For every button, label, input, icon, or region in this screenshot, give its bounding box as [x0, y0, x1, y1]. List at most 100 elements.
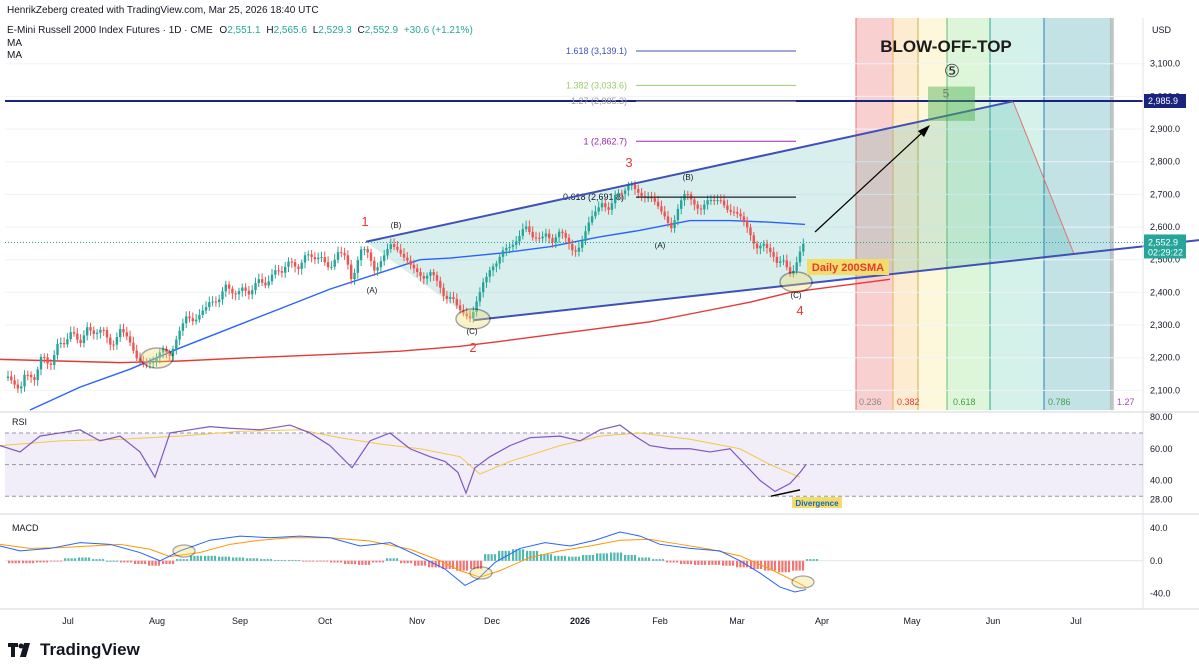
macd-histogram-bar: [675, 560, 679, 563]
macd-histogram-bar: [431, 560, 434, 568]
candle-body: [69, 332, 72, 340]
macd-histogram-bar: [78, 557, 81, 561]
ma-legend-1[interactable]: MA: [7, 38, 22, 49]
candle-body: [798, 251, 802, 263]
candle-body: [600, 203, 604, 208]
candle-body: [716, 200, 719, 202]
macd-histogram-bar: [428, 560, 431, 568]
candle-body: [521, 229, 524, 236]
candle-body: [597, 207, 600, 212]
candle-body: [23, 374, 26, 387]
target-box: [928, 86, 975, 121]
divergence-line: [770, 489, 801, 497]
candle-body: [524, 226, 528, 230]
macd-histogram-bar: [171, 560, 175, 565]
candle-body: [676, 208, 680, 221]
macd-histogram-bar: [98, 559, 101, 561]
candle-body: [66, 339, 69, 345]
candle-body: [122, 329, 125, 333]
candle-body: [284, 266, 287, 273]
time-axis-label: Feb: [652, 616, 668, 626]
candle-body: [620, 192, 623, 194]
credit-line: HenrikZeberg created with TradingView.co…: [7, 5, 319, 16]
ohlc-low: 2,529.3: [318, 25, 352, 36]
macd-histogram-bar: [269, 559, 273, 561]
wave-label: 2: [469, 340, 476, 355]
macd-histogram-bar: [199, 555, 203, 561]
candle-body: [26, 374, 29, 376]
macd-histogram-bar: [218, 556, 221, 561]
macd-histogram-bar: [515, 549, 518, 561]
candle-body: [247, 290, 251, 295]
macd-histogram-bar: [14, 560, 17, 564]
candle-body: [165, 348, 168, 353]
candle-body: [320, 257, 323, 259]
fib-time-zone-label: 0.236: [859, 397, 882, 407]
macd-histogram-bar: [770, 560, 773, 571]
candle-body: [264, 282, 267, 286]
macd-histogram-bar: [459, 560, 462, 571]
candle-body: [336, 252, 340, 260]
price-axis-label: 2,800.0: [1150, 157, 1180, 167]
macd-histogram-bar: [812, 559, 815, 561]
candle-body: [693, 199, 696, 205]
macd-histogram-bar: [694, 560, 697, 565]
candle-body: [765, 243, 769, 249]
sma-label: Daily 200SMA: [812, 262, 884, 274]
wave-label: (C): [466, 327, 477, 336]
macd-histogram-bar: [596, 553, 599, 561]
candle-body: [528, 226, 531, 233]
ohlc-o-label: O: [219, 25, 228, 36]
candle-body: [445, 295, 449, 299]
macd-histogram-bar: [465, 560, 469, 571]
candle-body: [633, 184, 637, 190]
candle-body: [303, 255, 307, 263]
candle-body: [458, 305, 462, 311]
candle-body: [422, 276, 425, 279]
candle-body: [208, 302, 211, 308]
macd-histogram-bar: [680, 560, 683, 565]
candle-body: [356, 260, 359, 273]
candle-body: [293, 262, 297, 267]
macd-histogram-bar: [53, 560, 56, 562]
macd-histogram-bar: [568, 556, 571, 561]
macd-histogram-bar: [717, 560, 721, 565]
time-axis-label: Dec: [484, 616, 501, 626]
candle-body: [577, 247, 581, 252]
divergence-label: Divergence: [795, 499, 839, 508]
macd-histogram-bar: [73, 558, 77, 561]
candle-body: [429, 272, 432, 276]
macd-histogram-bar: [210, 555, 213, 561]
candle-body: [584, 231, 587, 242]
macd-histogram-bar: [140, 560, 143, 565]
candle-body: [16, 384, 20, 389]
macd-histogram-bar: [423, 560, 427, 566]
candle-body: [729, 209, 732, 212]
macd-histogram-bar: [599, 553, 602, 561]
candle-body: [736, 212, 739, 214]
sma-label-bg: [807, 259, 889, 275]
macd-histogram-bar: [56, 560, 59, 562]
candle-body: [557, 231, 561, 238]
rsi-line: [0, 424, 807, 495]
candle-body: [330, 266, 333, 268]
candle-body: [802, 243, 805, 252]
candle-body: [194, 319, 198, 322]
macd-histogram-bar: [669, 560, 672, 563]
candle-body: [432, 272, 435, 276]
macd-histogram-bar: [736, 560, 739, 568]
tradingview-logo[interactable]: TradingView: [8, 640, 140, 660]
macd-histogram-bar: [773, 560, 777, 571]
candle-body: [369, 252, 373, 261]
symbol-name[interactable]: E-Mini Russell 2000 Index Futures · 1D ·…: [7, 25, 213, 36]
macd-histogram-bar: [619, 552, 623, 561]
macd-histogram-bar: [288, 559, 291, 561]
fib-time-zone-label: 1.27: [1117, 397, 1135, 407]
candle-body: [10, 376, 13, 381]
projection-arrowhead: [918, 125, 930, 137]
candle-body: [363, 249, 366, 251]
ma-legend-2[interactable]: MA: [7, 50, 22, 61]
macd-histogram-bar: [546, 554, 549, 561]
candle-body: [317, 257, 320, 260]
candle-body: [152, 361, 155, 363]
